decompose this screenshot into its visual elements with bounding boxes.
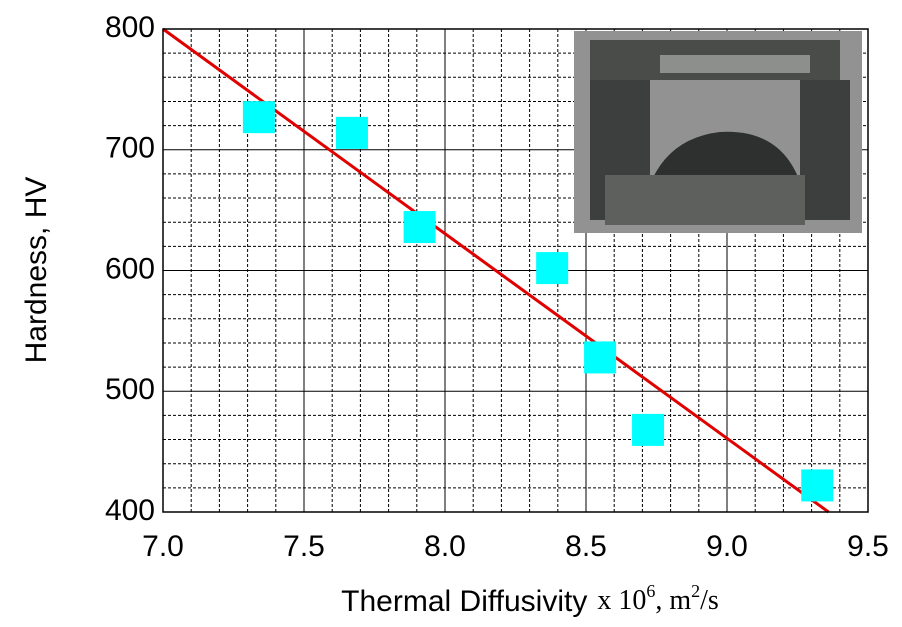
y-tick-label: 400 xyxy=(105,494,155,527)
x-tick-label: 9.5 xyxy=(847,530,889,563)
data-point xyxy=(335,116,368,149)
x-axis-label-text: Thermal Diffusivity xyxy=(341,585,587,618)
y-tick-label: 800 xyxy=(105,11,155,44)
caliper-scale xyxy=(660,55,810,73)
sample-block xyxy=(605,175,805,225)
plot-frame xyxy=(162,28,869,513)
data-point xyxy=(801,469,834,502)
x-axis-unit-sup: 6 xyxy=(646,581,655,601)
y-axis-label: Hardness, HV xyxy=(20,177,53,364)
x-axis-unit: /s xyxy=(700,585,719,616)
data-point xyxy=(536,252,569,285)
data-point xyxy=(242,101,275,134)
x-tick-label: 8.0 xyxy=(424,530,466,563)
x-tick-label: 7.5 xyxy=(283,530,325,563)
data-point xyxy=(584,341,617,374)
inset-photo xyxy=(574,31,862,233)
plot xyxy=(162,27,834,514)
x-tick-label: 9.0 xyxy=(706,530,748,563)
x-axis-unit: , m xyxy=(655,585,691,616)
x-tick-label: 8.5 xyxy=(565,530,607,563)
x-axis-unit: x 10 xyxy=(597,585,646,616)
x-tick-label: 7.0 xyxy=(142,530,184,563)
caliper-arm xyxy=(800,80,850,220)
y-tick-label: 500 xyxy=(105,373,155,406)
x-axis-label: Thermal Diffusivity x 106, m2/s xyxy=(341,581,719,618)
data-point xyxy=(403,211,436,244)
y-tick-label: 700 xyxy=(105,132,155,165)
x-axis-unit-sup: 2 xyxy=(691,581,700,601)
y-tick-label: 600 xyxy=(105,252,155,285)
data-point xyxy=(632,413,665,446)
